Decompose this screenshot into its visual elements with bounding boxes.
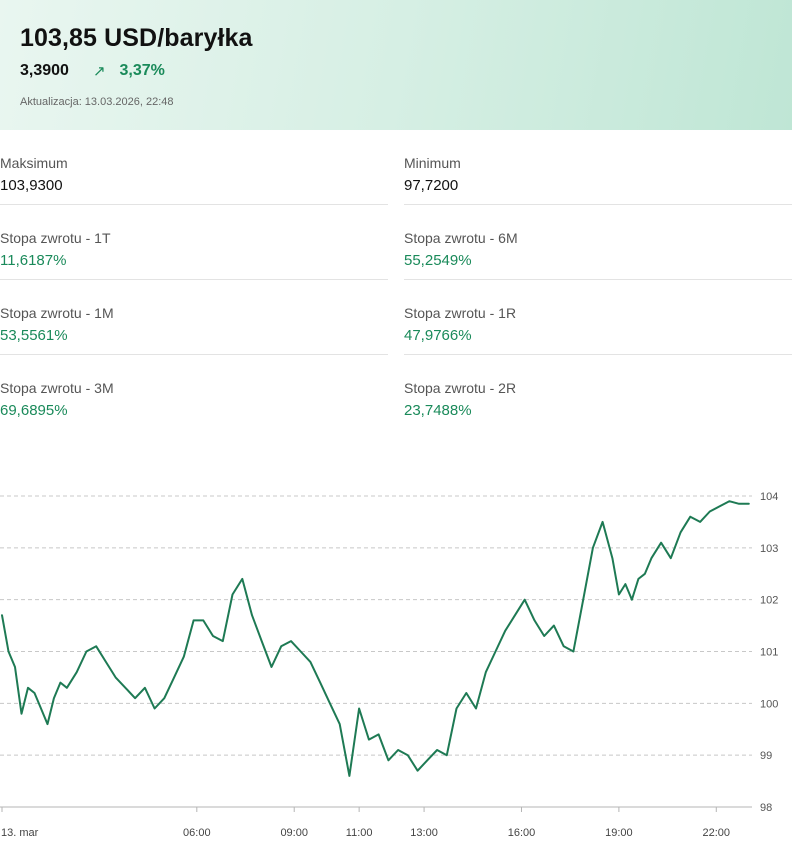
stat-label: Minimum <box>404 155 461 171</box>
stat-label: Stopa zwrotu - 6M <box>404 230 518 246</box>
stat-return-1m: Stopa zwrotu - 1M 53,5561% <box>0 280 388 355</box>
stat-label: Stopa zwrotu - 1T <box>0 230 111 246</box>
x-tick-label: 06:00 <box>183 827 211 839</box>
stat-label: Maksimum <box>0 155 68 171</box>
stat-return-1r: Stopa zwrotu - 1R 47,9766% <box>404 280 792 355</box>
price-chart[interactable]: 104 103 102 101 100 99 98 13. mar 06:00 09:00 11:0… <box>0 480 792 865</box>
stat-value: 47,9766% <box>404 327 472 344</box>
stat-return-6m: Stopa zwrotu - 6M 55,2549% <box>404 205 792 280</box>
change-percent: 3,37% <box>119 62 165 79</box>
x-tick-label: 19:00 <box>605 827 633 839</box>
y-tick-label: 100 <box>760 698 778 710</box>
price-series-line <box>1 500 750 777</box>
stat-min: Minimum 97,7200 <box>404 130 792 205</box>
y-tick-label: 99 <box>760 750 772 762</box>
y-tick-label: 103 <box>760 543 778 555</box>
stat-return-3m: Stopa zwrotu - 3M 69,6895% <box>0 355 388 430</box>
stat-value: 97,7200 <box>404 177 459 194</box>
y-tick-label: 102 <box>760 595 778 607</box>
x-tick-label: 13. mar <box>1 827 39 839</box>
stat-label: Stopa zwrotu - 1M <box>0 305 114 321</box>
change-row: 3,3900 ↗ 3,37% <box>20 62 165 80</box>
stat-value: 11,6187% <box>0 252 67 269</box>
stat-value: 23,7488% <box>404 402 472 419</box>
stat-value: 55,2549% <box>404 252 472 269</box>
stat-return-1t: Stopa zwrotu - 1T 11,6187% <box>0 205 388 280</box>
stat-label: Stopa zwrotu - 3M <box>0 380 114 396</box>
price-title: 103,85 USD/baryłka <box>20 24 253 52</box>
stat-value: 103,9300 <box>0 177 63 194</box>
y-tick-label: 104 <box>760 491 778 503</box>
stat-label: Stopa zwrotu - 1R <box>404 305 517 321</box>
stat-max: Maksimum 103,9300 <box>0 130 388 205</box>
y-tick-label: 98 <box>760 802 772 814</box>
change-absolute: 3,3900 <box>20 62 69 79</box>
stat-return-2r: Stopa zwrotu - 2R 23,7488% <box>404 355 792 430</box>
stat-label: Stopa zwrotu - 2R <box>404 380 517 396</box>
x-tick-label: 13:00 <box>410 827 438 839</box>
y-tick-label: 101 <box>760 647 778 659</box>
x-tick-label: 11:00 <box>346 827 373 839</box>
x-tick-label: 22:00 <box>703 827 731 839</box>
stat-value: 69,6895% <box>0 402 68 419</box>
update-timestamp: Aktualizacja: 13.03.2026, 22:48 <box>20 96 174 108</box>
quote-header: 103,85 USD/baryłka 3,3900 ↗ 3,37% Aktual… <box>0 0 792 130</box>
stat-value: 53,5561% <box>0 327 68 344</box>
x-tick-label: 09:00 <box>280 827 308 839</box>
arrow-up-right-icon: ↗ <box>92 63 106 80</box>
x-tick-label: 16:00 <box>508 827 536 839</box>
